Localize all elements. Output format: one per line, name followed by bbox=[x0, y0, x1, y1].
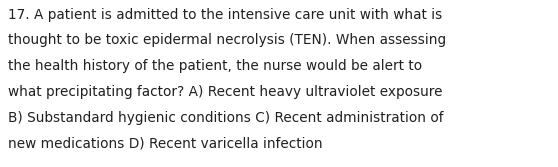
Text: B) Substandard hygienic conditions C) Recent administration of: B) Substandard hygienic conditions C) Re… bbox=[8, 111, 444, 125]
Text: the health history of the patient, the nurse would be alert to: the health history of the patient, the n… bbox=[8, 59, 422, 73]
Text: 17. A patient is admitted to the intensive care unit with what is: 17. A patient is admitted to the intensi… bbox=[8, 8, 442, 22]
Text: new medications D) Recent varicella infection: new medications D) Recent varicella infe… bbox=[8, 137, 323, 151]
Text: thought to be toxic epidermal necrolysis (TEN). When assessing: thought to be toxic epidermal necrolysis… bbox=[8, 33, 446, 47]
Text: what precipitating factor? A) Recent heavy ultraviolet exposure: what precipitating factor? A) Recent hea… bbox=[8, 85, 443, 99]
